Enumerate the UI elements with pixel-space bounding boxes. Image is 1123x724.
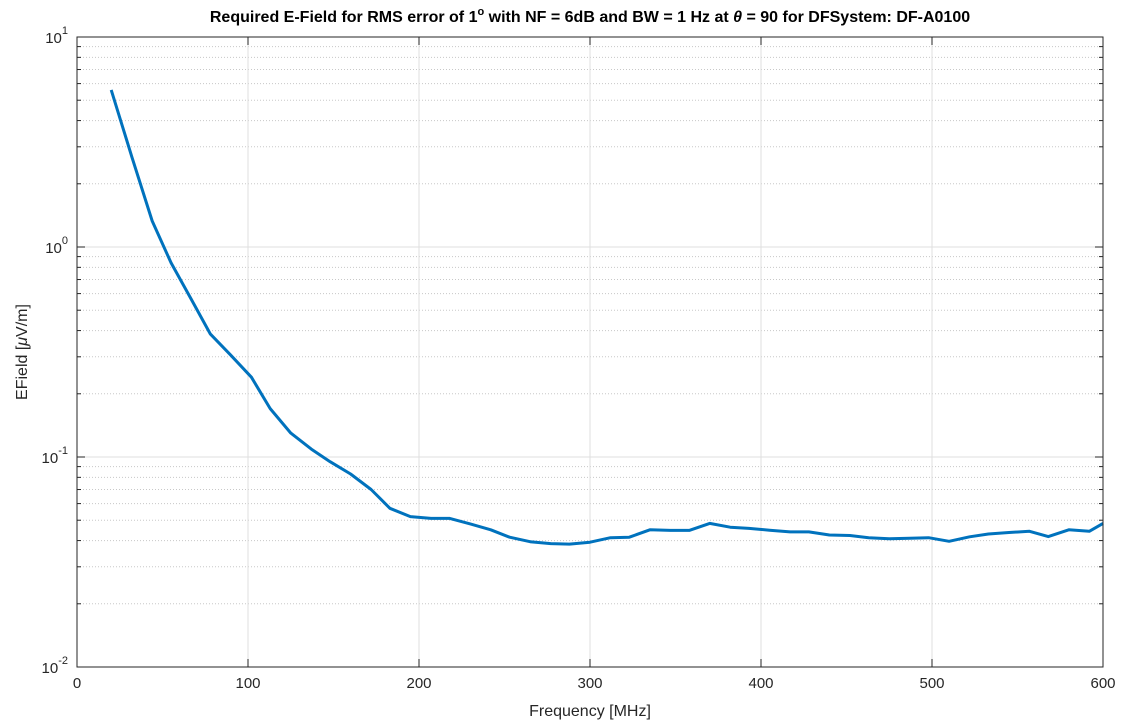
- x-tick-label: 300: [577, 675, 602, 692]
- x-tick-labels: 0 100 200 300 400 500 600: [73, 675, 1116, 692]
- x-tick-label: 600: [1090, 675, 1115, 692]
- series-line: [109, 89, 1104, 546]
- y-tick-labels: 10-2 10-1 100 101: [42, 25, 68, 677]
- tick-marks: [76, 36, 1104, 668]
- y-tick-label: 100: [45, 235, 68, 257]
- y-tick-label: 101: [45, 25, 68, 47]
- major-grid: [77, 37, 1103, 667]
- x-tick-label: 500: [919, 675, 944, 692]
- x-tick-label: 400: [748, 675, 773, 692]
- y-axis-label: EField [μV/m]: [14, 304, 31, 400]
- y-tick-label: 10-2: [42, 655, 68, 677]
- x-axis-label: Frequency [MHz]: [529, 703, 651, 720]
- y-tick-label: 10-1: [42, 445, 68, 467]
- x-tick-label: 100: [235, 675, 260, 692]
- x-tick-label: 0: [73, 675, 81, 692]
- series-layer: [109, 89, 1104, 546]
- chart-title: Required E-Field for RMS error of 1o wit…: [210, 6, 970, 26]
- x-tick-label: 200: [406, 675, 431, 692]
